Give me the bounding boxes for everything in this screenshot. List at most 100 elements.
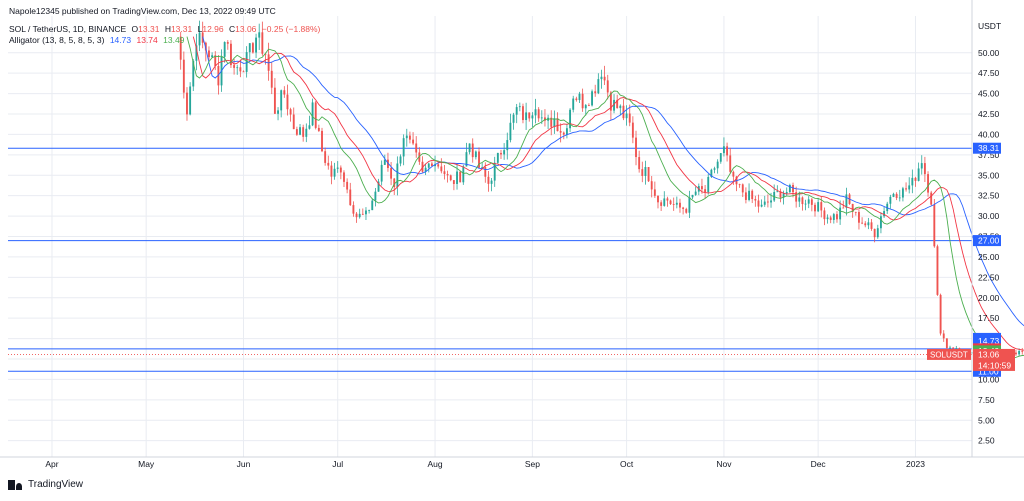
candle-body <box>374 191 377 201</box>
candle-body <box>911 177 914 186</box>
candle-body <box>936 246 939 295</box>
candle-body <box>179 36 182 60</box>
candle-body <box>456 171 458 184</box>
candle-body <box>939 294 942 334</box>
candle-body <box>619 105 622 109</box>
indicator-title[interactable]: Alligator (13, 8, 5, 8, 5, 3) <box>9 35 105 45</box>
candle-body <box>898 197 901 199</box>
x-tick-label: Dec <box>811 459 827 469</box>
candle-body <box>785 192 788 194</box>
candle-body <box>339 167 342 173</box>
candle-body <box>889 196 892 204</box>
candle-body <box>933 204 936 247</box>
candle-body <box>251 43 254 53</box>
candle-body <box>371 200 374 211</box>
candle-body <box>468 143 471 153</box>
last-price-text: 13.06 <box>978 349 1000 359</box>
candle-body <box>305 128 308 137</box>
candle-body <box>223 42 226 57</box>
candle-body <box>1021 351 1024 352</box>
candle-body <box>945 338 948 349</box>
candle-body <box>688 197 691 213</box>
tradingview-footer[interactable]: TradingView <box>8 479 83 490</box>
candle-body <box>280 90 283 111</box>
candle-body <box>701 186 703 190</box>
candle-body <box>192 60 195 87</box>
candle-body <box>955 348 958 349</box>
candle-body <box>672 204 675 205</box>
candle-body <box>522 106 524 121</box>
candle-body <box>879 216 882 229</box>
candle-body <box>255 37 258 53</box>
price-axis-label <box>973 335 1001 347</box>
lips-value: 13.49 <box>163 35 185 45</box>
countdown-text: 14:10:59 <box>978 360 1011 370</box>
price-axis-label <box>973 142 1001 154</box>
y-tick-label: 17.50 <box>978 313 1000 323</box>
candle-body <box>465 152 468 167</box>
candle-body <box>679 202 681 208</box>
candle-body <box>506 140 509 151</box>
candle-body <box>515 107 518 115</box>
candle-body <box>478 151 480 168</box>
candle-body <box>606 80 609 93</box>
candle-body <box>873 228 876 238</box>
candle-body <box>635 137 637 158</box>
candle-body <box>876 228 879 238</box>
candle-body <box>854 211 857 213</box>
candle-body <box>603 76 606 81</box>
candle-body <box>792 184 794 193</box>
x-tick-label: Aug <box>427 459 442 469</box>
candle-body <box>393 178 396 188</box>
candle-body <box>663 198 666 206</box>
candle-body <box>198 32 201 46</box>
candle-body <box>729 155 732 172</box>
x-tick-label: Oct <box>620 459 634 469</box>
candle-body <box>776 191 779 193</box>
candle-body <box>628 113 631 123</box>
candle-body <box>647 167 650 182</box>
candle-body <box>675 202 678 205</box>
candle-body <box>920 163 923 169</box>
candle-body <box>823 210 826 220</box>
candle-body <box>810 199 813 205</box>
candle-body <box>283 90 286 95</box>
candle-body <box>399 156 402 164</box>
candle-body <box>317 127 320 131</box>
candle-body <box>594 91 597 94</box>
candle-body <box>895 193 898 198</box>
candle-body <box>691 194 694 198</box>
candle-body <box>760 204 763 207</box>
candle-body <box>361 213 364 215</box>
candle-body <box>292 114 295 130</box>
candle-body <box>430 163 433 167</box>
ohlc-open: O13.31 <box>131 24 160 34</box>
candle-body <box>631 122 634 138</box>
candle-body <box>295 129 298 135</box>
candle-body <box>437 164 440 167</box>
candle-body <box>569 109 572 129</box>
candle-body <box>474 151 477 158</box>
candle-body <box>744 192 747 200</box>
candle-body <box>415 143 418 153</box>
candle-body <box>311 102 314 126</box>
candle-body <box>685 208 688 213</box>
candle-body <box>741 184 744 193</box>
candle-body <box>1015 352 1017 355</box>
y-tick-label: 32.50 <box>978 191 1000 201</box>
candle-body <box>704 189 707 193</box>
candle-body <box>402 138 405 157</box>
candle-body <box>471 143 474 158</box>
candle-body <box>829 217 832 220</box>
symbol-title[interactable]: SOL / TetherUS, 1D, BINANCE <box>9 24 127 34</box>
candle-body <box>927 174 929 193</box>
candle-body <box>901 188 904 198</box>
candle-body <box>556 118 559 132</box>
candle-body <box>308 125 311 129</box>
candle-body <box>368 210 371 211</box>
candle-body <box>908 185 911 190</box>
candle-body <box>352 205 355 214</box>
price-axis-label-text: 14.73 <box>978 336 1000 346</box>
